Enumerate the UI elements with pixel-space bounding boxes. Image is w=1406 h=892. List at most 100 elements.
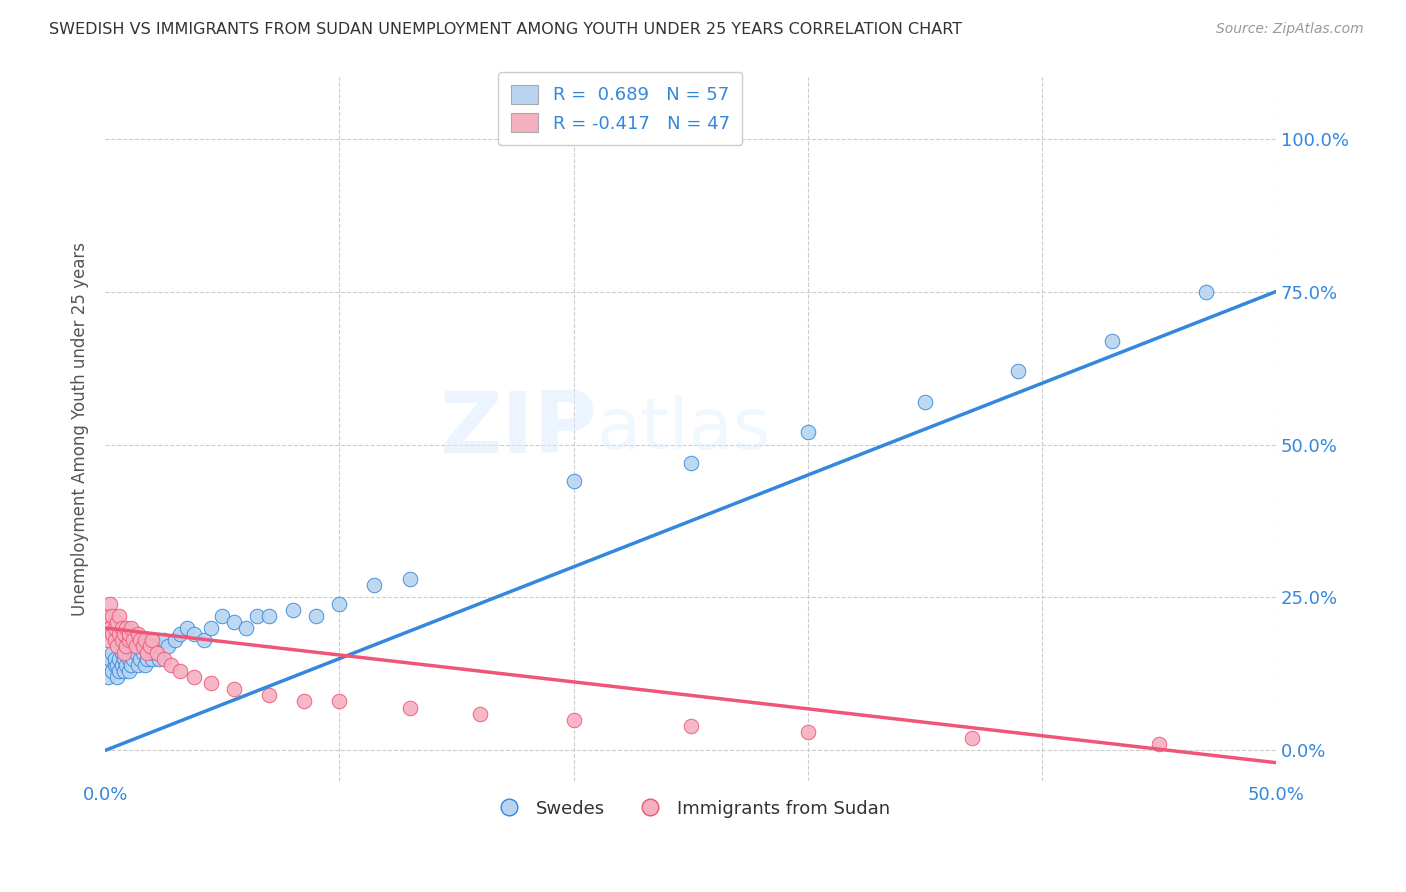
Point: [115, 646, 138, 660]
Point: [183, 670, 205, 684]
Point: [328, 694, 350, 708]
Point: [117, 633, 139, 648]
Point: [112, 664, 135, 678]
Text: atlas: atlas: [598, 395, 772, 464]
Point: [398, 700, 420, 714]
Point: [1007, 364, 1029, 378]
Point: [1147, 737, 1170, 751]
Point: [176, 621, 198, 635]
Point: [138, 640, 160, 654]
Point: [257, 608, 280, 623]
Point: [98, 621, 121, 635]
Point: [200, 676, 222, 690]
Point: [120, 621, 142, 635]
Point: [141, 651, 163, 665]
Point: [127, 627, 149, 641]
Point: [131, 646, 153, 660]
Point: [122, 651, 145, 665]
Point: [222, 682, 245, 697]
Point: [141, 633, 163, 648]
Point: [98, 597, 121, 611]
Point: [103, 633, 125, 648]
Legend: Swedes, Immigrants from Sudan: Swedes, Immigrants from Sudan: [484, 792, 897, 825]
Point: [112, 646, 135, 660]
Point: [101, 627, 124, 641]
Point: [165, 633, 187, 648]
Point: [257, 689, 280, 703]
Point: [115, 640, 138, 654]
Point: [129, 633, 152, 648]
Point: [134, 657, 156, 672]
Point: [679, 719, 702, 733]
Point: [103, 651, 125, 665]
Point: [152, 651, 174, 665]
Point: [211, 608, 233, 623]
Point: [101, 608, 124, 623]
Point: [281, 603, 304, 617]
Point: [124, 640, 146, 654]
Point: [108, 627, 131, 641]
Point: [183, 627, 205, 641]
Point: [131, 640, 153, 654]
Point: [120, 657, 142, 672]
Point: [363, 578, 385, 592]
Point: [960, 731, 983, 746]
Point: [136, 646, 159, 660]
Point: [110, 621, 132, 635]
Text: SWEDISH VS IMMIGRANTS FROM SUDAN UNEMPLOYMENT AMONG YOUTH UNDER 25 YEARS CORRELA: SWEDISH VS IMMIGRANTS FROM SUDAN UNEMPLO…: [49, 22, 962, 37]
Point: [235, 621, 257, 635]
Point: [145, 646, 167, 660]
Point: [108, 651, 131, 665]
Point: [562, 474, 585, 488]
Point: [98, 657, 121, 672]
Point: [108, 608, 131, 623]
Point: [103, 657, 125, 672]
Point: [157, 640, 180, 654]
Text: Source: ZipAtlas.com: Source: ZipAtlas.com: [1216, 22, 1364, 37]
Point: [169, 627, 191, 641]
Point: [138, 640, 160, 654]
Point: [98, 651, 121, 665]
Point: [103, 621, 125, 635]
Point: [305, 608, 328, 623]
Point: [105, 657, 128, 672]
Point: [96, 670, 118, 684]
Point: [193, 633, 215, 648]
Point: [398, 572, 420, 586]
Point: [117, 664, 139, 678]
Point: [143, 646, 166, 660]
Point: [159, 657, 181, 672]
Point: [117, 651, 139, 665]
Text: ZIP: ZIP: [439, 388, 598, 471]
Point: [96, 608, 118, 623]
Point: [105, 615, 128, 629]
Point: [468, 706, 491, 721]
Point: [148, 651, 170, 665]
Point: [129, 651, 152, 665]
Point: [101, 646, 124, 660]
Point: [136, 651, 159, 665]
Point: [122, 633, 145, 648]
Point: [115, 657, 138, 672]
Point: [96, 633, 118, 648]
Point: [796, 725, 818, 739]
Point: [246, 608, 269, 623]
Point: [145, 640, 167, 654]
Point: [679, 456, 702, 470]
Point: [562, 713, 585, 727]
Point: [328, 597, 350, 611]
Point: [1101, 334, 1123, 348]
Point: [105, 640, 128, 654]
Point: [222, 615, 245, 629]
Point: [105, 670, 128, 684]
Y-axis label: Unemployment Among Youth under 25 years: Unemployment Among Youth under 25 years: [72, 243, 89, 616]
Point: [112, 627, 135, 641]
Point: [169, 664, 191, 678]
Point: [124, 646, 146, 660]
Point: [292, 694, 315, 708]
Point: [112, 651, 135, 665]
Point: [115, 621, 138, 635]
Point: [1195, 285, 1218, 299]
Point: [110, 633, 132, 648]
Point: [152, 633, 174, 648]
